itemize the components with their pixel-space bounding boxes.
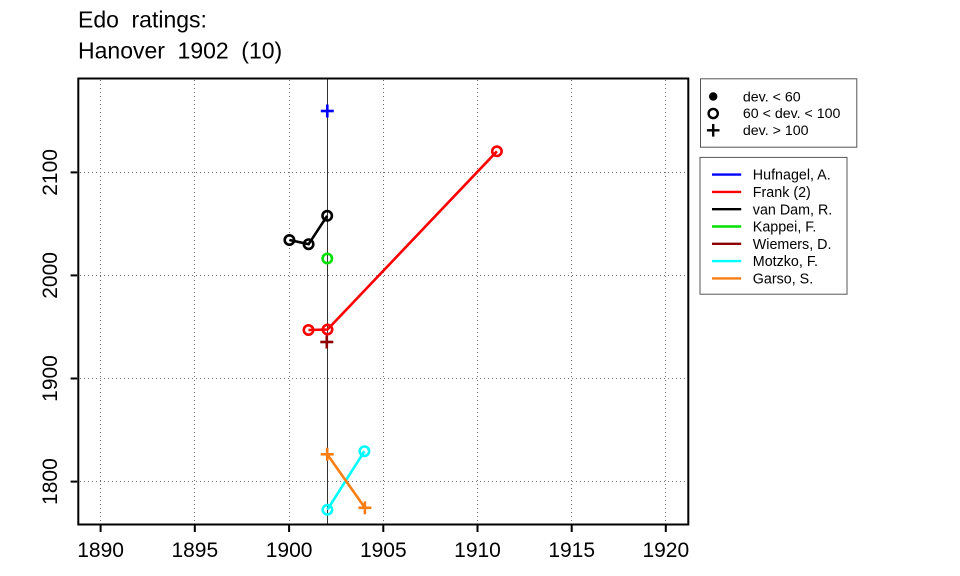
- svg-text:Hanover 1902 (10): Hanover 1902 (10): [78, 38, 282, 64]
- svg-text:Wiemers, D.: Wiemers, D.: [753, 237, 832, 253]
- svg-text:1900: 1900: [266, 539, 313, 562]
- svg-text:1895: 1895: [171, 539, 218, 562]
- svg-text:Edo ratings:: Edo ratings:: [78, 7, 207, 33]
- svg-text:Kappei, F.: Kappei, F.: [753, 220, 817, 236]
- svg-text:1800: 1800: [39, 458, 62, 505]
- svg-text:1890: 1890: [77, 539, 124, 562]
- svg-text:1915: 1915: [548, 539, 595, 562]
- svg-text:2000: 2000: [39, 252, 62, 299]
- svg-text:1910: 1910: [454, 539, 501, 562]
- svg-text:dev. < 60: dev. < 60: [743, 89, 801, 105]
- svg-text:1905: 1905: [360, 539, 407, 562]
- svg-text:dev. > 100: dev. > 100: [743, 123, 809, 139]
- svg-text:van Dam, R.: van Dam, R.: [753, 202, 832, 218]
- svg-text:Frank (2): Frank (2): [753, 185, 811, 201]
- svg-text:60 < dev. < 100: 60 < dev. < 100: [743, 106, 841, 122]
- svg-text:2100: 2100: [39, 149, 62, 196]
- svg-text:Motzko, F.: Motzko, F.: [753, 254, 818, 270]
- svg-text:1900: 1900: [39, 355, 62, 402]
- svg-text:Hufnagel, A.: Hufnagel, A.: [753, 168, 831, 184]
- svg-text:1920: 1920: [642, 539, 689, 562]
- svg-text:Garso, S.: Garso, S.: [753, 272, 813, 288]
